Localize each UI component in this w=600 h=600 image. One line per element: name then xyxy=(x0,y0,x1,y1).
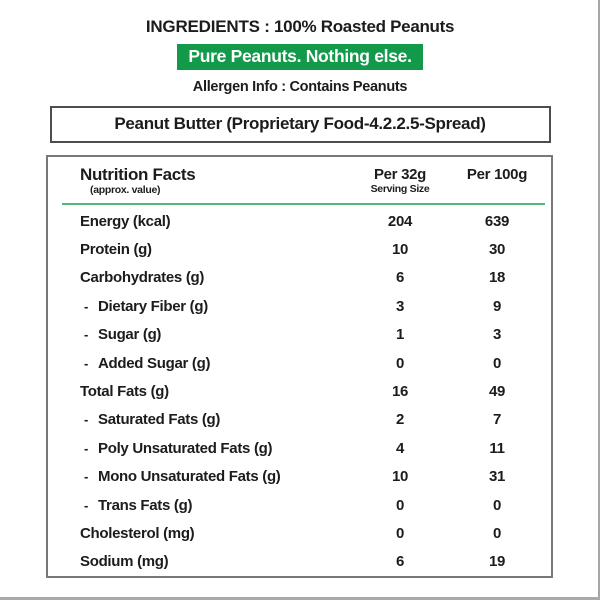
sub-item-dash: - xyxy=(84,469,89,485)
nutrition-row: -Carbohydrates (g) 6 18 xyxy=(48,264,551,292)
tagline-banner-wrap: Pure Peanuts. Nothing else. xyxy=(0,44,600,70)
per-serving-value: 3 xyxy=(395,297,405,315)
allergen-line: Allergen Info : Contains Peanuts xyxy=(0,79,600,95)
per-serving-value: 1 xyxy=(395,326,405,344)
nutrient-label-cell: -Cholesterol (mg) xyxy=(48,525,357,542)
per-100g-value: 639 xyxy=(484,212,510,230)
product-title-box: Peanut Butter (Proprietary Food-4.2.2.5-… xyxy=(49,106,551,143)
nutrition-facts-table: Nutrition Facts (approx. value) Per 32g … xyxy=(46,155,553,578)
nutrient-label-cell: - Dietary Fiber (g) xyxy=(48,298,357,315)
nutrient-name: Protein (g) xyxy=(80,241,152,259)
per-serving-value: 2 xyxy=(395,411,405,429)
tagline-banner: Pure Peanuts. Nothing else. xyxy=(177,44,423,70)
nutrition-row: - Saturated Fats (g) 2 7 xyxy=(48,406,551,434)
per-100g-value: 9 xyxy=(492,297,502,315)
nutrient-name: Sodium (mg) xyxy=(80,553,169,571)
sub-item-dash: - xyxy=(84,298,89,314)
ingredients-line: INGREDIENTS : 100% Roasted Peanuts xyxy=(0,0,600,37)
nutrient-label-cell: -Protein (g) xyxy=(48,241,357,258)
product-title: Peanut Butter (Proprietary Food-4.2.2.5-… xyxy=(114,114,486,133)
sub-item-dash: - xyxy=(84,412,89,428)
nutrition-row: - Poly Unsaturated Fats (g) 4 11 xyxy=(48,434,551,462)
per-serving-value: 16 xyxy=(391,383,409,401)
nutrition-row: - Mono Unsaturated Fats (g) 10 31 xyxy=(48,463,551,491)
per-serving-value: 4 xyxy=(395,439,405,457)
nutrient-label-cell: -Energy (kcal) xyxy=(48,213,357,230)
nutrient-label-cell: -Carbohydrates (g) xyxy=(48,269,357,286)
per-serving-value: 0 xyxy=(395,354,405,372)
per-serving-value: 10 xyxy=(391,468,409,486)
nutrient-name: Trans Fats (g) xyxy=(98,496,193,514)
nutrient-name: Carbohydrates (g) xyxy=(80,269,205,287)
nutrient-label-cell: -Sodium (mg) xyxy=(48,553,357,570)
nutrition-row: - Dietary Fiber (g) 3 9 xyxy=(48,292,551,320)
serving-size-label: Serving Size xyxy=(370,183,430,195)
nutrient-name: Saturated Fats (g) xyxy=(98,411,221,429)
allergen-value: Contains Peanuts xyxy=(289,79,408,95)
per-serving-value: 204 xyxy=(387,212,413,230)
per-100g-value: 30 xyxy=(488,241,506,259)
nutrition-table-header: Nutrition Facts (approx. value) Per 32g … xyxy=(48,157,551,197)
nutrient-name: Cholesterol (mg) xyxy=(80,524,195,542)
nutrient-label-cell: - Sugar (g) xyxy=(48,326,357,343)
header-divider-line xyxy=(62,203,545,205)
per-100g-value: 18 xyxy=(488,269,506,287)
ingredients-value: 100% Roasted Peanuts xyxy=(274,17,455,36)
nutrient-name: Poly Unsaturated Fats (g) xyxy=(98,439,273,457)
nutrient-label-cell: - Mono Unsaturated Fats (g) xyxy=(48,468,357,485)
nutrition-subtitle: (approx. value) xyxy=(90,184,161,196)
nutrition-row: -Total Fats (g) 16 49 xyxy=(48,377,551,405)
nutrient-label-cell: - Poly Unsaturated Fats (g) xyxy=(48,440,357,457)
per-serving-value: 0 xyxy=(395,524,405,542)
nutrient-label-cell: - Trans Fats (g) xyxy=(48,497,357,514)
column-header-per-serving: Per 32g Serving Size xyxy=(357,166,443,196)
per-serving-value: 6 xyxy=(395,269,405,287)
per-100g-value: 49 xyxy=(488,383,506,401)
photo-edge-bottom xyxy=(0,597,600,600)
allergen-label: Allergen Info xyxy=(192,79,278,95)
nutrition-row: - Added Sugar (g) 0 0 xyxy=(48,349,551,377)
allergen-separator: : xyxy=(277,79,290,95)
per-100g-value: 31 xyxy=(488,468,506,486)
nutrition-row: -Sodium (mg) 6 19 xyxy=(48,548,551,576)
ingredients-separator: : xyxy=(259,17,275,36)
nutrient-name: Energy (kcal) xyxy=(80,212,171,230)
photo-edge-right xyxy=(598,0,600,600)
nutrition-title-block: Nutrition Facts (approx. value) xyxy=(48,166,357,197)
per-100g-value: 19 xyxy=(488,553,506,571)
per-serving-value: 0 xyxy=(395,496,405,514)
column-header-per-100g: Per 100g xyxy=(466,166,528,183)
per-100g-value: 3 xyxy=(492,326,502,344)
sub-item-dash: - xyxy=(84,440,89,456)
sub-item-dash: - xyxy=(84,355,89,371)
ingredients-heading: INGREDIENTS xyxy=(145,17,260,36)
nutrition-row: -Protein (g) 10 30 xyxy=(48,235,551,263)
per-100g-value: 0 xyxy=(492,354,502,372)
nutrient-name: Mono Unsaturated Fats (g) xyxy=(98,468,281,486)
nutrient-name: Added Sugar (g) xyxy=(98,354,211,372)
nutrient-label-cell: - Added Sugar (g) xyxy=(48,355,357,372)
per-serving-value: 6 xyxy=(395,553,405,571)
nutrition-rows: -Energy (kcal) 204 639 -Protein (g) 10 3… xyxy=(48,205,551,576)
per-100g-value: 7 xyxy=(492,411,502,429)
nutrition-title: Nutrition Facts xyxy=(80,165,196,184)
nutrition-row: -Cholesterol (mg) 0 0 xyxy=(48,519,551,547)
per-100g-value: 11 xyxy=(489,439,505,457)
nutrient-name: Sugar (g) xyxy=(98,326,162,344)
per-serving-value: 10 xyxy=(391,241,409,259)
nutrition-row: - Sugar (g) 1 3 xyxy=(48,321,551,349)
per-100g-value: 0 xyxy=(492,496,502,514)
nutrient-name: Dietary Fiber (g) xyxy=(98,297,208,315)
nutrient-label-cell: -Total Fats (g) xyxy=(48,383,357,400)
nutrient-name: Total Fats (g) xyxy=(80,383,169,401)
nutrition-row: - Trans Fats (g) 0 0 xyxy=(48,491,551,519)
nutrient-label-cell: - Saturated Fats (g) xyxy=(48,411,357,428)
sub-item-dash: - xyxy=(84,327,89,343)
per-100g-value: 0 xyxy=(492,524,502,542)
nutrition-row: -Energy (kcal) 204 639 xyxy=(48,207,551,235)
per-serving-label: Per 32g xyxy=(373,166,427,183)
sub-item-dash: - xyxy=(84,497,89,513)
